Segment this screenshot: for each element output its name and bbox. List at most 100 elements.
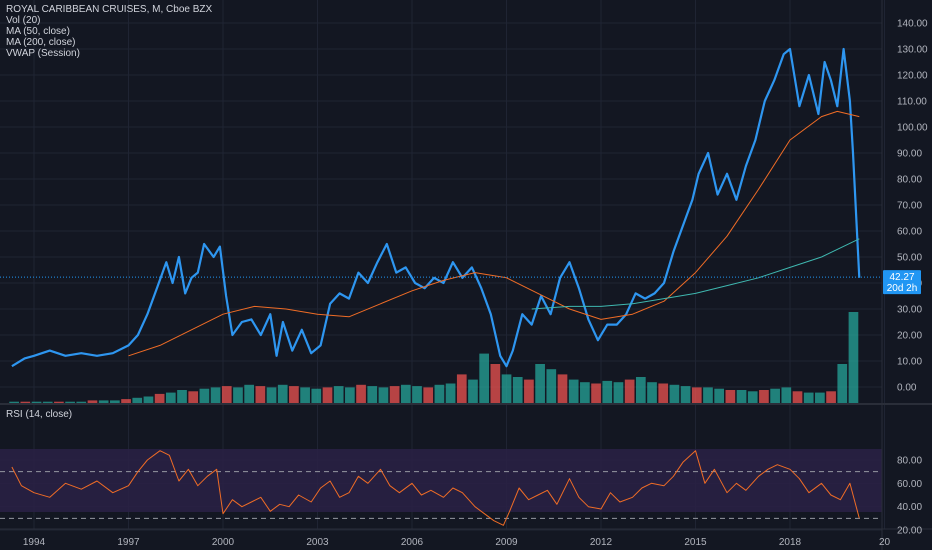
time-tick-label: 2015 [684,537,707,548]
volume-bar [591,383,601,403]
volume-bar [434,384,445,403]
volume-bar [154,393,165,403]
volume-bar [647,382,657,403]
volume-bar [524,379,534,403]
price-tick-label: 100.00 [897,123,928,134]
last-price-tag [883,270,921,295]
volume-bar [535,364,545,403]
price-tick-label: 120.00 [897,71,928,82]
volume-bar [557,374,568,403]
volume-bar [445,383,456,403]
price-tick-label: 110.00 [897,97,927,108]
volume-bar [110,400,120,403]
volume-bar [703,387,713,403]
time-tick-label: 2006 [401,537,424,548]
ma200-line [531,238,860,310]
volume-bar [9,401,19,403]
main-legend: ROYAL CARIBBEAN CRUISES, M, Cboe BZX Vol… [6,4,212,59]
volume-bar [221,386,232,403]
volume-bar [20,401,31,403]
time-tick-label: 20 [879,537,891,548]
ma50-line [128,110,860,357]
rsi-tick-label: 60.00 [897,479,922,490]
volume-bar [277,384,288,403]
volume-bar [345,387,355,403]
price-tick-label: 140.00 [897,19,928,30]
volume-bar [300,387,310,403]
legend-ma50: MA (50, close) [6,26,70,37]
price-tick-label: 70.00 [897,201,922,212]
volume-bar [65,401,75,403]
volume-bar [255,386,266,403]
price-tick-label: 30.00 [897,305,922,316]
time-tick-label: 1994 [23,537,46,548]
volume-bar [803,392,814,403]
rsi-legend: RSI (14, close) [6,409,73,420]
time-tick-label: 2003 [306,537,329,548]
volume-bar [468,379,478,403]
legend-vwap: VWAP (Session) [6,48,80,59]
volume-bar [412,386,422,403]
volume-bar [580,382,590,403]
price-tick-label: 60.00 [897,227,922,238]
volume-bar [423,387,434,403]
volume-bar [680,386,691,403]
volume-bar [815,392,825,403]
volume-bar [177,390,187,403]
volume-bar [770,388,780,403]
price-tick-label: 50.00 [897,253,922,264]
volume-bar [356,384,366,403]
volume-bar [400,384,411,403]
rsi-tick-label: 80.00 [897,456,922,467]
time-tick-label: 2018 [779,537,802,548]
volume-bar [244,384,254,403]
rsi-line [11,450,860,526]
volume-bar [848,312,859,403]
volume-bar [613,382,624,403]
volume-bar [389,386,400,403]
volume-bar [568,379,579,403]
time-tick-label: 2012 [590,537,613,548]
price-tick-label: 20.00 [897,331,922,342]
price-tick-label: 80.00 [897,175,922,186]
volume-bar [490,364,501,403]
volume-bar [501,374,512,403]
volume-bar [31,401,42,403]
rsi-lines [0,450,882,526]
volume-bar [736,390,747,403]
volume-bar [121,399,131,403]
volume-bar [781,387,792,403]
time-tick-label: 1997 [117,537,140,548]
volume-bar [322,387,333,403]
grid-lines [0,0,885,531]
volume-bar [479,353,490,403]
volume-bar [546,369,557,403]
volume-bar [669,384,680,403]
volume-bar [658,383,669,403]
volume-bar [143,396,154,403]
volume-bar [826,391,836,403]
volume-bar [289,386,299,403]
time-tick-label: 2000 [212,537,235,548]
volume-bar [76,401,87,403]
price-tick-label: 10.00 [897,357,922,368]
volume-bar [42,401,53,403]
volume-bar [378,387,389,403]
volume-bar [624,379,635,403]
volume-bars [9,312,859,403]
volume-bar [132,397,143,403]
volume-bar [210,387,221,403]
price-tick-label: 90.00 [897,149,922,160]
volume-bar [792,391,803,403]
rsi-tick-label: 40.00 [897,502,922,513]
volume-bar [635,377,646,403]
rsi-tick-label: 20.00 [897,526,922,537]
volume-bar [199,388,210,403]
last-price-value: 42.27 [889,272,914,283]
volume-bar [837,364,848,403]
volume-bar [98,400,109,403]
volume-bar [725,390,736,403]
volume-bar [456,374,467,403]
